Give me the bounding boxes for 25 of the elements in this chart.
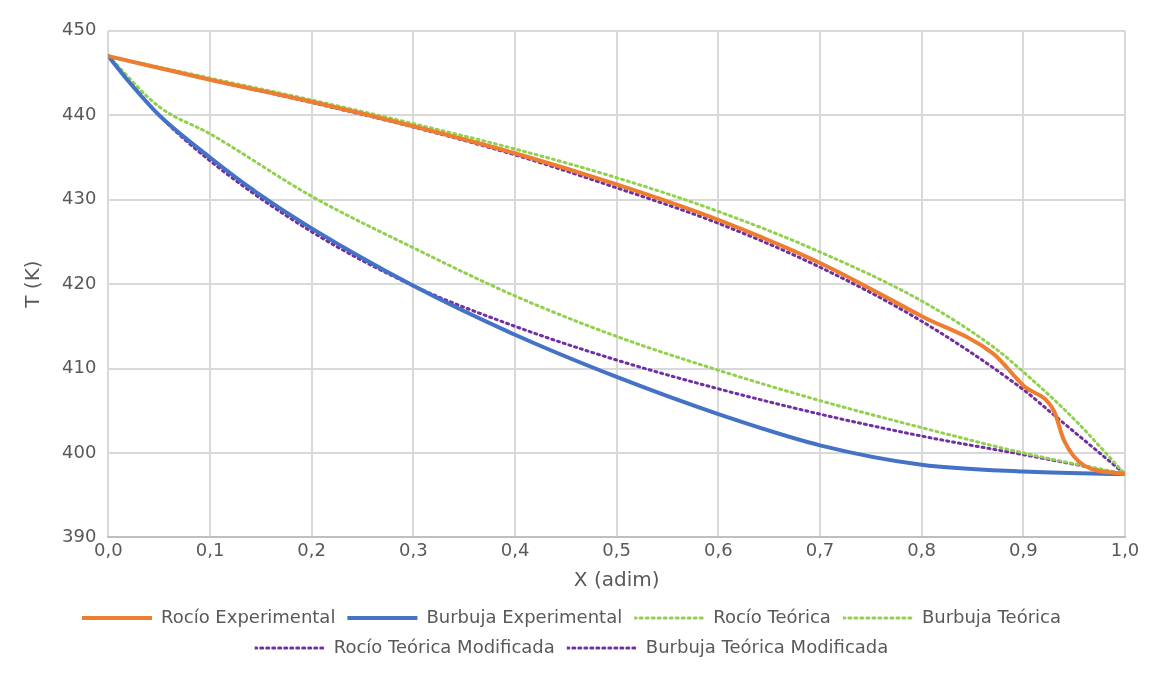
legend-label: Burbuja Teórica Modificada	[645, 635, 889, 657]
y-tick-label: 450	[62, 18, 97, 40]
x-tick-label: 0,5	[602, 538, 631, 560]
x-tick-label: 0,3	[399, 538, 428, 560]
legend-label: Rocío Teórica	[713, 605, 831, 627]
legend-label: Rocío Teórica Modificada	[333, 635, 555, 657]
x-tick-label: 0,2	[297, 538, 327, 560]
x-tick-label: 0,0	[94, 538, 123, 560]
y-axis-title: T (K)	[20, 260, 45, 309]
y-tick-label: 430	[62, 187, 97, 209]
x-tick-label: 0,9	[1009, 538, 1038, 560]
x-tick-label: 0,8	[907, 538, 936, 560]
x-tick-label: 0,1	[195, 538, 225, 560]
y-tick-label: 410	[62, 356, 97, 378]
legend-label: Rocío Experimental	[161, 605, 336, 627]
x-tick-label: 0,7	[805, 538, 835, 560]
y-tick-label: 420	[62, 271, 97, 293]
y-tick-label: 440	[62, 102, 97, 124]
y-tick-label: 400	[62, 440, 97, 462]
legend-label: Burbuja Experimental	[426, 605, 623, 627]
x-tick-label: 0,6	[704, 538, 733, 560]
x-axis-title: X (adim)	[573, 567, 660, 592]
x-tick-label: 0,4	[500, 538, 530, 560]
x-tick-label: 1,0	[1110, 538, 1140, 560]
legend-label: Burbuja Teórica	[921, 605, 1061, 627]
